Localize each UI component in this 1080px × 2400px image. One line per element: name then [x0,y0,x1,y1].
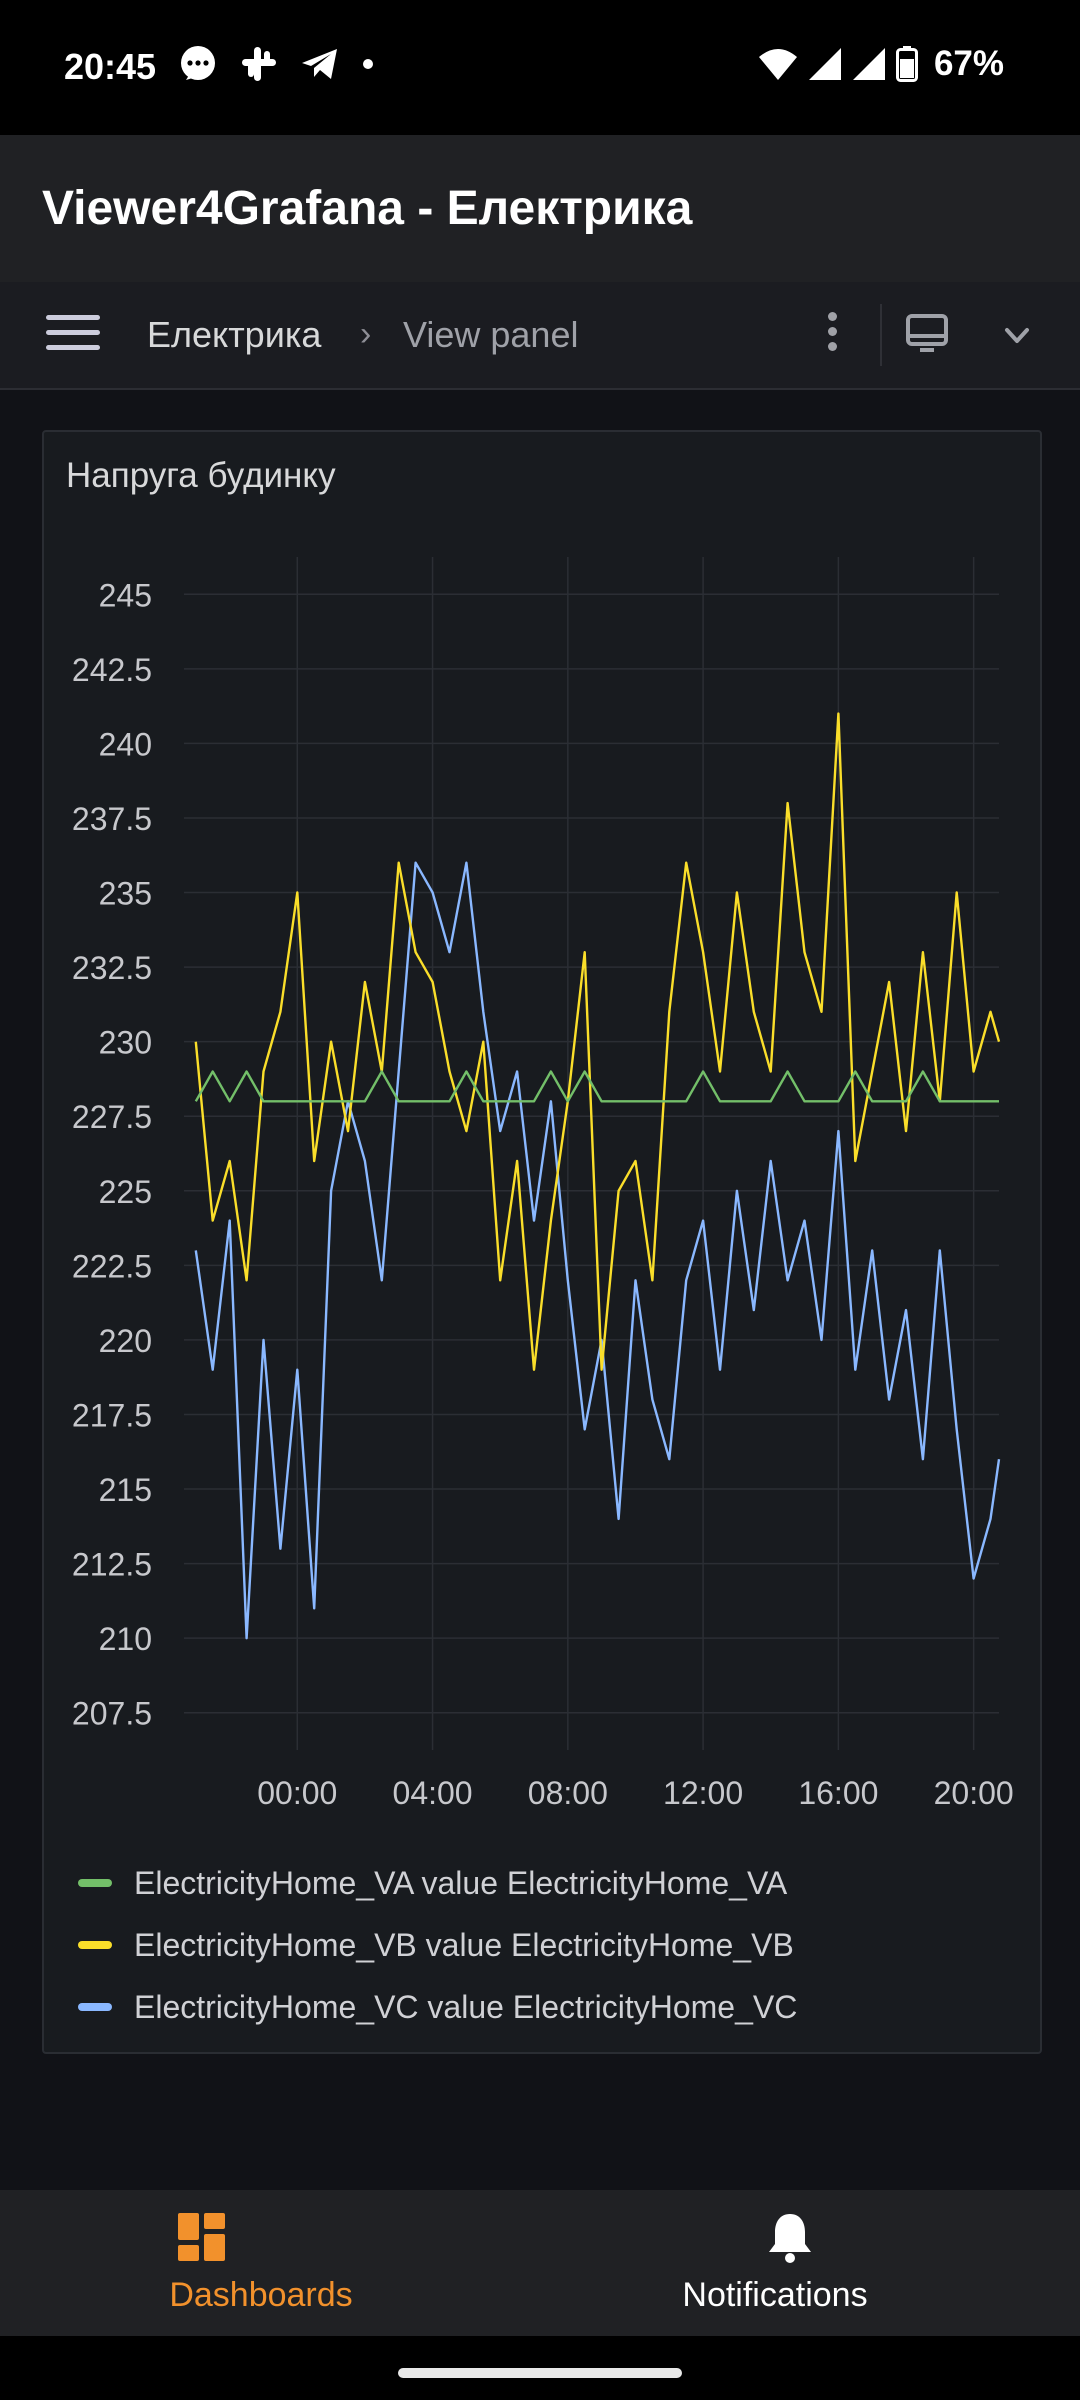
nav-notifications-label: Notifications [682,2276,868,2314]
messages-icon [181,46,215,80]
series-line [194,1070,999,1103]
x-tick-label: 16:00 [798,1775,878,1811]
chart-panel: Напруга будинку 245 242.5 240 237.5 235 232.5… [42,430,1042,2054]
y-tick-label: 227.5 [72,1099,152,1135]
slack-icon [242,47,276,81]
signal-icon [852,48,885,80]
battery-percent: 67% [933,44,1004,83]
app-title: Viewer4Grafana - Електрика [42,182,693,235]
signal-icon [808,48,841,80]
breadcrumb-dashboard[interactable]: Електрика [147,314,322,355]
y-tick-label: 232.5 [72,950,152,986]
x-tick-label: 08:00 [528,1775,608,1811]
breadcrumb-separator: › [360,315,372,353]
legend-swatch [78,1941,112,1949]
y-tick-label: 207.5 [72,1696,152,1732]
legend-label: ElectricityHome_VC value ElectricityHome… [134,1988,798,2025]
tv-mode-icon[interactable] [900,312,954,358]
y-tick-label: 220 [99,1323,152,1359]
series-line [194,712,1001,1371]
bell-icon [769,2214,811,2263]
nav-dashboards-label: Dashboards [169,2276,353,2314]
y-tick-label: 215 [99,1472,152,1508]
app-bar: Viewer4Grafana - Електрика [0,135,1080,282]
dot-icon [363,59,373,69]
breadcrumb-current: View panel [403,314,579,355]
notification-icons [178,44,374,84]
legend-swatch [78,1879,112,1887]
panel-title: Напруга будинку [66,456,336,495]
y-tick-label: 242.5 [72,652,152,688]
y-tick-label: 210 [99,1621,152,1657]
y-tick-label: 230 [99,1025,152,1061]
x-tick-label: 00:00 [257,1775,337,1811]
nav-dashboards[interactable]: Dashboards [50,2190,590,2336]
y-tick-label: 237.5 [72,801,152,837]
status-time: 20:45 [64,46,157,87]
nav-notifications[interactable]: Notifications [490,2190,1030,2336]
system-gesture-area [0,2336,1080,2400]
dashboard-toolbar: Електрика › View panel [0,282,1080,390]
chart-legend: ElectricityHome_VA value ElectricityHome… [78,1852,797,2038]
legend-swatch [78,2003,112,2011]
voltage-chart[interactable]: 245 242.5 240 237.5 235 232.5 230 227.5 225 222.5… [44,432,1040,1852]
telegram-icon [302,49,337,79]
legend-label: ElectricityHome_VB value ElectricityHome… [134,1926,794,1963]
x-tick-label: 04:00 [393,1775,473,1811]
legend-label: ElectricityHome_VA value ElectricityHome… [134,1864,788,1901]
status-bar: 20:45 67% [0,0,1080,135]
y-tick-label: 225 [99,1174,152,1210]
x-tick-label: 20:00 [934,1775,1014,1811]
gesture-bar[interactable] [398,2368,682,2378]
dashboards-icon [178,2213,225,2261]
chevron-down-icon[interactable] [997,316,1037,356]
series-line [194,861,1001,1640]
toolbar-divider [880,304,882,366]
y-tick-label: 212.5 [72,1547,152,1583]
battery-icon [895,46,918,82]
y-tick-label: 235 [99,876,152,912]
menu-icon[interactable] [46,315,100,355]
status-right: 67% [758,44,1004,84]
legend-item[interactable]: ElectricityHome_VC value ElectricityHome… [78,1976,797,2038]
legend-item[interactable]: ElectricityHome_VB value ElectricityHome… [78,1914,797,1976]
y-tick-label: 222.5 [72,1248,152,1284]
y-tick-label: 240 [99,726,152,762]
y-tick-label: 245 [99,577,152,613]
more-options-icon[interactable] [820,312,844,358]
bottom-navigation: Dashboards Notifications [0,2190,1080,2336]
legend-item[interactable]: ElectricityHome_VA value ElectricityHome… [78,1852,797,1914]
wifi-icon [758,49,797,80]
y-tick-label: 217.5 [72,1397,152,1433]
x-tick-label: 12:00 [663,1775,743,1811]
